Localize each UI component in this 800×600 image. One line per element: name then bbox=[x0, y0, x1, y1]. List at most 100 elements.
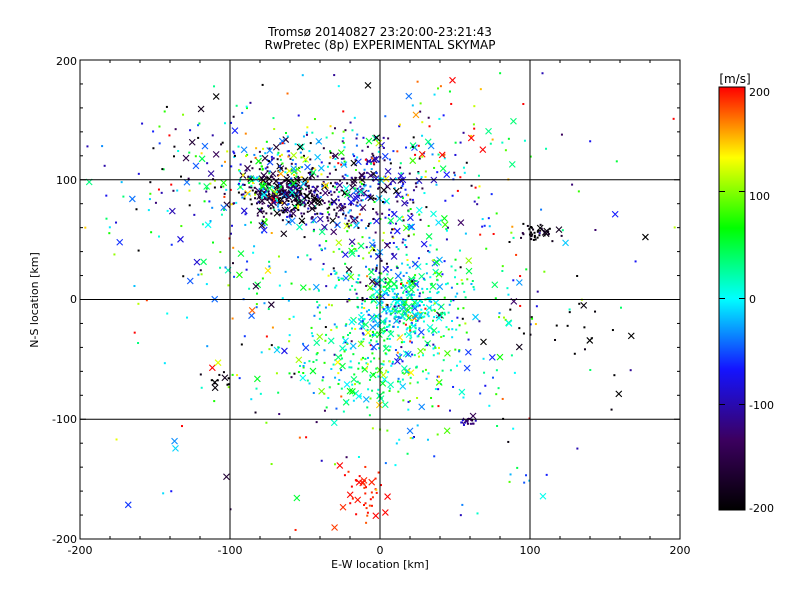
scatter-point bbox=[223, 160, 226, 163]
scatter-point bbox=[422, 304, 425, 307]
scatter-point-x bbox=[436, 283, 444, 291]
scatter-point bbox=[314, 189, 317, 192]
scatter-point-x bbox=[465, 267, 473, 275]
scatter-point bbox=[461, 317, 464, 320]
scatter-point bbox=[372, 239, 375, 242]
scatter-point bbox=[289, 181, 292, 184]
scatter-point bbox=[566, 324, 569, 327]
scatter-point-x bbox=[368, 478, 376, 486]
scatter-point-x bbox=[611, 210, 619, 218]
scatter-point bbox=[539, 229, 542, 232]
scatter-point bbox=[233, 156, 236, 159]
scatter-point bbox=[321, 199, 324, 202]
scatter-point bbox=[278, 284, 281, 287]
scatter-point bbox=[446, 226, 449, 229]
scatter-point bbox=[426, 344, 429, 347]
scatter-point bbox=[430, 309, 433, 312]
scatter-point bbox=[375, 211, 378, 214]
scatter-point bbox=[405, 253, 408, 256]
scatter-point bbox=[344, 206, 347, 209]
scatter-point-x bbox=[394, 299, 402, 306]
scatter-point-x bbox=[172, 444, 179, 452]
scatter-point-x bbox=[464, 348, 472, 356]
scatter-point bbox=[386, 273, 389, 276]
scatter-point-x bbox=[441, 221, 449, 228]
scatter-point bbox=[379, 284, 382, 287]
scatter-point bbox=[398, 356, 401, 359]
scatter-point bbox=[251, 189, 254, 192]
scatter-point bbox=[255, 306, 258, 309]
scatter-point bbox=[426, 288, 429, 291]
scatter-point bbox=[277, 182, 280, 185]
scatter-point bbox=[441, 273, 444, 276]
scatter-point bbox=[427, 224, 430, 227]
scatter-point bbox=[425, 272, 428, 275]
scatter-point-x bbox=[128, 195, 136, 203]
scatter-point bbox=[271, 326, 274, 329]
scatter-point bbox=[170, 243, 173, 246]
scatter-point-x bbox=[237, 250, 245, 258]
scatter-point bbox=[251, 181, 254, 184]
scatter-point bbox=[388, 310, 391, 313]
scatter-point bbox=[380, 177, 383, 180]
scatter-point bbox=[258, 208, 261, 211]
scatter-point bbox=[268, 170, 271, 173]
y-tick-label: 0 bbox=[70, 293, 77, 306]
scatter-point bbox=[504, 149, 507, 152]
scatter-point-x bbox=[368, 241, 376, 249]
scatter-point bbox=[437, 381, 440, 384]
scatter-point bbox=[525, 268, 528, 271]
scatter-point bbox=[448, 303, 451, 306]
scatter-point bbox=[452, 299, 455, 302]
colorbar-tick-label: -100 bbox=[749, 399, 774, 412]
scatter-point bbox=[266, 182, 269, 185]
scatter-point bbox=[401, 262, 404, 265]
scatter-point-x bbox=[201, 142, 209, 150]
scatter-point bbox=[388, 323, 391, 326]
scatter-point bbox=[303, 201, 306, 204]
scatter-point-x bbox=[266, 147, 274, 154]
scatter-point bbox=[469, 422, 472, 425]
scatter-point bbox=[326, 216, 329, 219]
scatter-point bbox=[370, 168, 373, 171]
scatter-point bbox=[327, 200, 330, 203]
scatter-point bbox=[393, 292, 396, 295]
scatter-point bbox=[193, 213, 196, 216]
scatter-point-x bbox=[387, 330, 395, 338]
scatter-point bbox=[250, 186, 253, 189]
scatter-point bbox=[386, 429, 389, 432]
scatter-point bbox=[291, 159, 294, 162]
scatter-point bbox=[364, 502, 367, 505]
scatter-point bbox=[377, 183, 380, 186]
scatter-point bbox=[354, 158, 357, 161]
scatter-point bbox=[332, 250, 335, 253]
scatter-point bbox=[375, 340, 378, 343]
scatter-point-x bbox=[390, 280, 398, 288]
scatter-point bbox=[336, 206, 339, 209]
scatter-point bbox=[316, 185, 319, 188]
scatter-point bbox=[384, 115, 387, 118]
scatter-point-x bbox=[255, 157, 262, 165]
scatter-point bbox=[467, 338, 470, 341]
scatter-point-x bbox=[369, 371, 377, 379]
scatter-point bbox=[403, 304, 406, 307]
scatter-point bbox=[282, 196, 285, 199]
scatter-point bbox=[295, 175, 298, 178]
scatter-point bbox=[267, 190, 270, 193]
scatter-point-x bbox=[479, 146, 487, 154]
scatter-point bbox=[414, 330, 417, 333]
scatter-point-x bbox=[355, 392, 363, 400]
scatter-point bbox=[460, 421, 463, 424]
scatter-point bbox=[373, 163, 376, 166]
scatter-point bbox=[392, 236, 395, 239]
scatter-point bbox=[417, 171, 420, 174]
scatter-point bbox=[464, 232, 467, 235]
scatter-point bbox=[457, 307, 460, 310]
scatter-point-x bbox=[261, 191, 268, 199]
scatter-point bbox=[409, 340, 412, 343]
scatter-point-x bbox=[362, 395, 370, 403]
scatter-point bbox=[393, 187, 396, 190]
scatter-point bbox=[339, 202, 342, 205]
scatter-point bbox=[274, 201, 277, 204]
scatter-point-x bbox=[212, 150, 220, 158]
